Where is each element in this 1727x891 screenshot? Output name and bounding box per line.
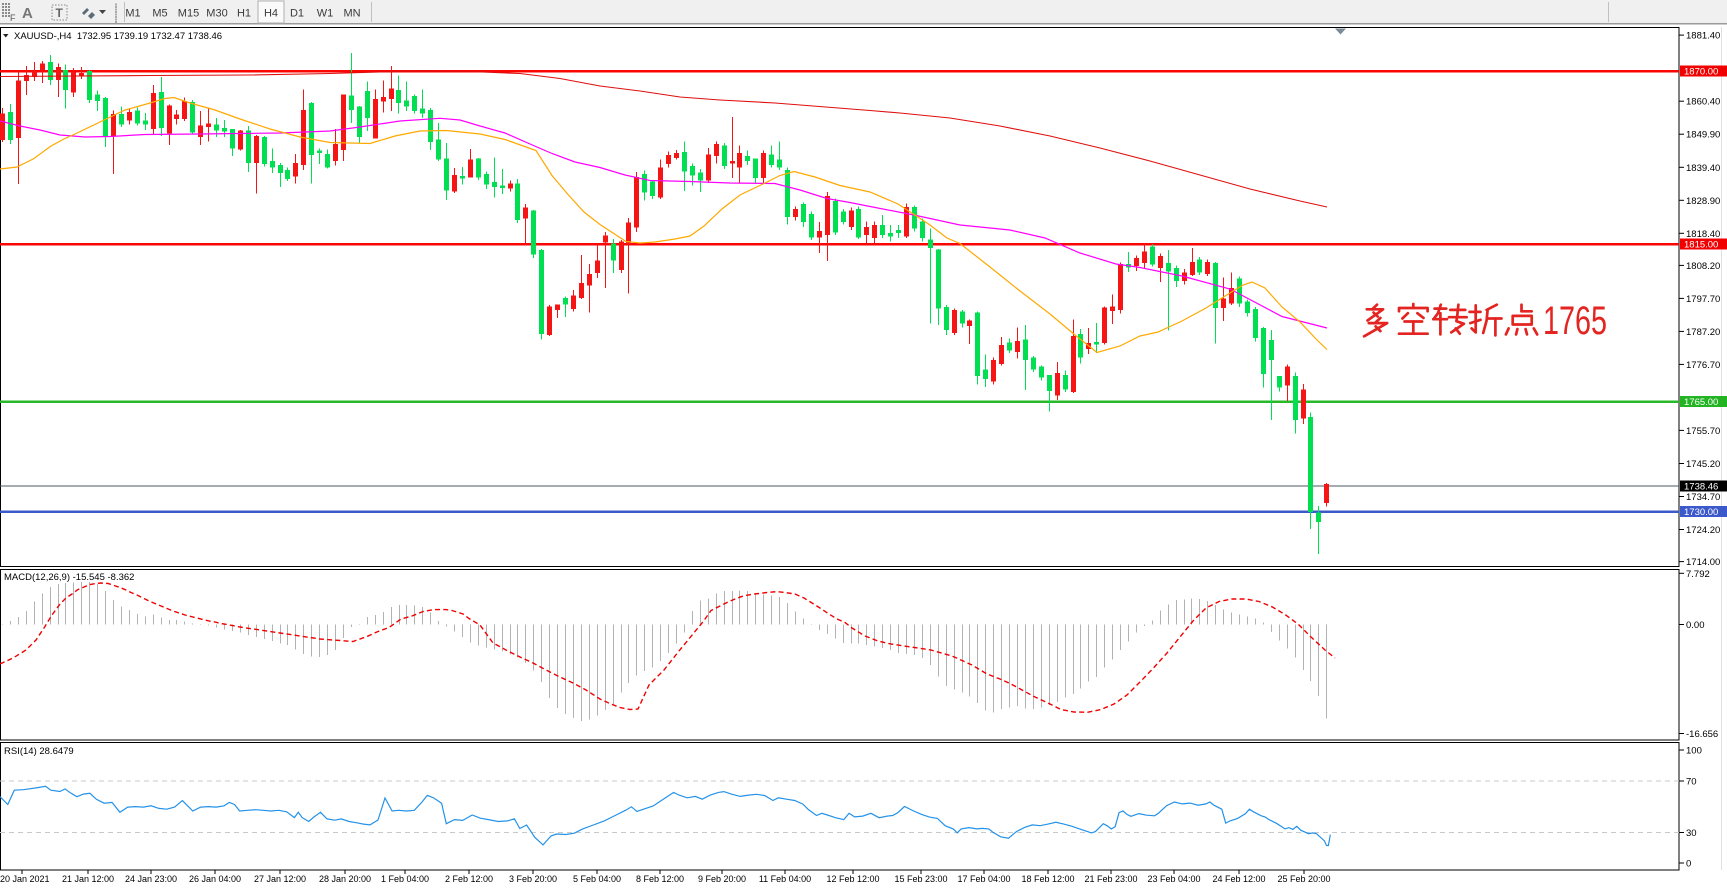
svg-text:T: T xyxy=(56,6,64,20)
svg-text:1828.90: 1828.90 xyxy=(1686,196,1720,207)
svg-text:8 Feb 12:00: 8 Feb 12:00 xyxy=(636,874,684,884)
svg-text:M5: M5 xyxy=(152,8,167,20)
svg-text:20 Jan 2021: 20 Jan 2021 xyxy=(0,874,50,884)
svg-text:2 Feb 12:00: 2 Feb 12:00 xyxy=(445,874,493,884)
svg-text:1745.20: 1745.20 xyxy=(1686,459,1720,470)
svg-text:1724.20: 1724.20 xyxy=(1686,525,1720,536)
svg-text:1839.40: 1839.40 xyxy=(1686,163,1720,174)
svg-text:MN: MN xyxy=(343,8,360,20)
svg-text:1738.46: 1738.46 xyxy=(1684,482,1718,493)
svg-text:1787.20: 1787.20 xyxy=(1686,327,1720,338)
svg-text:17 Feb 04:00: 17 Feb 04:00 xyxy=(957,874,1010,884)
svg-text:1765.00: 1765.00 xyxy=(1684,397,1718,408)
svg-text:25 Feb 20:00: 25 Feb 20:00 xyxy=(1277,874,1330,884)
svg-text:1808.20: 1808.20 xyxy=(1686,261,1720,272)
svg-text:D1: D1 xyxy=(290,8,304,20)
svg-text:21 Feb 23:00: 21 Feb 23:00 xyxy=(1084,874,1137,884)
svg-text:12 Feb 12:00: 12 Feb 12:00 xyxy=(826,874,879,884)
svg-text:27 Jan 12:00: 27 Jan 12:00 xyxy=(254,874,306,884)
svg-text:1881.40: 1881.40 xyxy=(1686,31,1720,42)
svg-text:1776.70: 1776.70 xyxy=(1686,360,1720,371)
svg-text:M30: M30 xyxy=(206,8,227,20)
svg-text:28 Jan 20:00: 28 Jan 20:00 xyxy=(319,874,371,884)
svg-text:1815.00: 1815.00 xyxy=(1684,240,1718,251)
svg-text:1755.70: 1755.70 xyxy=(1686,426,1720,437)
svg-text:30: 30 xyxy=(1686,828,1697,839)
svg-text:21 Jan 12:00: 21 Jan 12:00 xyxy=(62,874,114,884)
svg-text:1870.00: 1870.00 xyxy=(1684,67,1718,78)
svg-text:15 Feb 23:00: 15 Feb 23:00 xyxy=(894,874,947,884)
svg-text:1797.70: 1797.70 xyxy=(1686,294,1720,305)
svg-text:1818.40: 1818.40 xyxy=(1686,229,1720,240)
svg-text:100: 100 xyxy=(1686,746,1702,757)
svg-text:F: F xyxy=(10,13,16,23)
svg-text:11 Feb 04:00: 11 Feb 04:00 xyxy=(759,874,811,884)
svg-text:26 Jan 04:00: 26 Jan 04:00 xyxy=(189,874,241,884)
svg-text:M15: M15 xyxy=(178,8,199,20)
svg-text:1734.70: 1734.70 xyxy=(1686,492,1720,503)
svg-text:1714.00: 1714.00 xyxy=(1686,557,1720,568)
svg-text:18 Feb 12:00: 18 Feb 12:00 xyxy=(1021,874,1074,884)
svg-text:3 Feb 20:00: 3 Feb 20:00 xyxy=(509,874,557,884)
svg-text:A: A xyxy=(22,5,33,22)
svg-text:7.792: 7.792 xyxy=(1686,569,1710,580)
svg-text:9 Feb 20:00: 9 Feb 20:00 xyxy=(698,874,746,884)
svg-text:1 Feb 04:00: 1 Feb 04:00 xyxy=(381,874,429,884)
svg-text:23 Feb 04:00: 23 Feb 04:00 xyxy=(1147,874,1200,884)
svg-text:1860.40: 1860.40 xyxy=(1686,97,1720,108)
svg-text:0: 0 xyxy=(1686,859,1691,870)
svg-text:5 Feb 04:00: 5 Feb 04:00 xyxy=(573,874,621,884)
svg-text:1849.90: 1849.90 xyxy=(1686,130,1720,141)
svg-text:24 Feb 12:00: 24 Feb 12:00 xyxy=(1212,874,1265,884)
svg-text:M1: M1 xyxy=(125,8,140,20)
svg-text:70: 70 xyxy=(1686,777,1697,788)
svg-text:24 Jan 23:00: 24 Jan 23:00 xyxy=(125,874,177,884)
svg-text:XAUUSD-,H4 1732.95 1739.19 17: XAUUSD-,H4 1732.95 1739.19 1732.47 1738.… xyxy=(14,31,222,42)
svg-text:1730.00: 1730.00 xyxy=(1684,507,1718,518)
svg-text:MACD(12,26,9) -15.545 -8.362: MACD(12,26,9) -15.545 -8.362 xyxy=(4,572,134,583)
svg-text:H4: H4 xyxy=(264,8,278,20)
svg-text:W1: W1 xyxy=(317,8,334,20)
svg-text:H1: H1 xyxy=(237,8,251,20)
svg-text:1765: 1765 xyxy=(1543,299,1607,343)
svg-text:-16.656: -16.656 xyxy=(1686,729,1718,740)
svg-text:0.00: 0.00 xyxy=(1686,620,1705,631)
svg-text:RSI(14) 28.6479: RSI(14) 28.6479 xyxy=(4,746,74,757)
